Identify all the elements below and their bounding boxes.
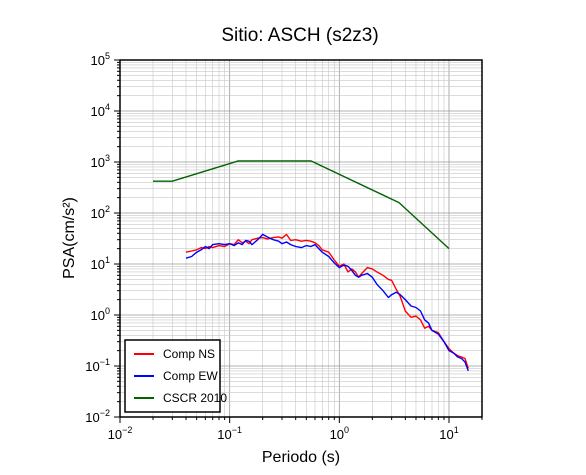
x-tick-labels: 10−2 10−1 100 101	[108, 425, 459, 442]
series-line-comp-ew	[185, 233, 469, 372]
y-tick-labels: 10−2 10−1 100 101 102 103 104 105	[85, 51, 110, 425]
y-tick-label: 104	[91, 102, 110, 119]
legend: Comp NS Comp EW CSCR 2010	[124, 339, 227, 413]
y-tick-label: 102	[91, 204, 110, 221]
series-line-comp-ns	[185, 233, 469, 369]
x-axis-label: Periodo (s)	[262, 449, 340, 466]
series-line-cscr-2010	[153, 160, 450, 250]
ticks	[114, 59, 483, 423]
x-tick-label: 10−2	[108, 425, 133, 442]
grid	[119, 59, 483, 418]
y-tick-label: 10−2	[85, 408, 110, 425]
y-axis-label: PSA(cm/s²)	[61, 197, 78, 279]
y-tick-label: 101	[91, 255, 110, 272]
y-tick-label: 10−1	[85, 357, 110, 374]
x-tick-label: 100	[330, 425, 349, 442]
legend-label: Comp EW	[163, 369, 218, 383]
x-tick-label: 10−1	[217, 425, 242, 442]
y-tick-label: 103	[91, 153, 110, 170]
series-group	[153, 160, 469, 372]
plot-frame	[119, 59, 483, 418]
y-tick-label: 100	[91, 306, 110, 323]
legend-label: Comp NS	[163, 347, 215, 361]
x-tick-label: 101	[439, 425, 458, 442]
chart-title: Sitio: ASCH (s2z3)	[221, 25, 378, 46]
y-tick-label: 105	[91, 51, 110, 68]
legend-label: CSCR 2010	[163, 391, 227, 405]
